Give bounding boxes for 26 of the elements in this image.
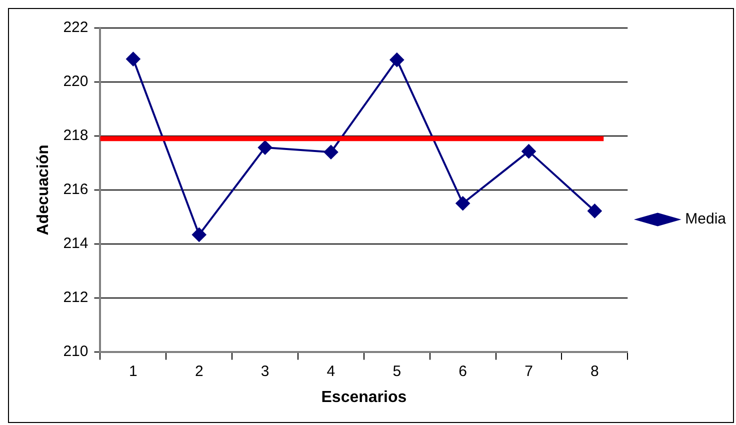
point <box>588 204 602 218</box>
x-axis-title: Escenarios <box>321 388 407 406</box>
point <box>390 52 404 67</box>
x-tick-label: 1 <box>129 362 138 380</box>
point <box>192 228 206 242</box>
x-tick-label: 2 <box>194 362 204 380</box>
point <box>522 144 536 158</box>
y-tick-label: 220 <box>63 73 88 90</box>
y-tick-label: 218 <box>63 127 88 144</box>
y-axis-title: Adecuación <box>35 144 52 236</box>
x-tick-label: 8 <box>590 362 599 380</box>
point <box>258 140 272 155</box>
y-tick-label: 212 <box>63 288 88 306</box>
point <box>456 196 470 210</box>
legend-label: Media <box>685 210 727 228</box>
x-tick-label: 4 <box>326 362 336 380</box>
x-tick-label: 5 <box>392 362 402 380</box>
y-tick-label: 222 <box>63 19 88 36</box>
point <box>324 145 338 160</box>
y-tick-label: 216 <box>63 181 88 198</box>
x-tick-label: 3 <box>260 362 270 380</box>
y-tick-label: 214 <box>63 235 88 252</box>
y-tick-label: 210 <box>63 342 88 360</box>
x-tick-label: 6 <box>458 362 467 380</box>
x-tick-label: 7 <box>524 362 533 380</box>
point <box>126 52 140 66</box>
